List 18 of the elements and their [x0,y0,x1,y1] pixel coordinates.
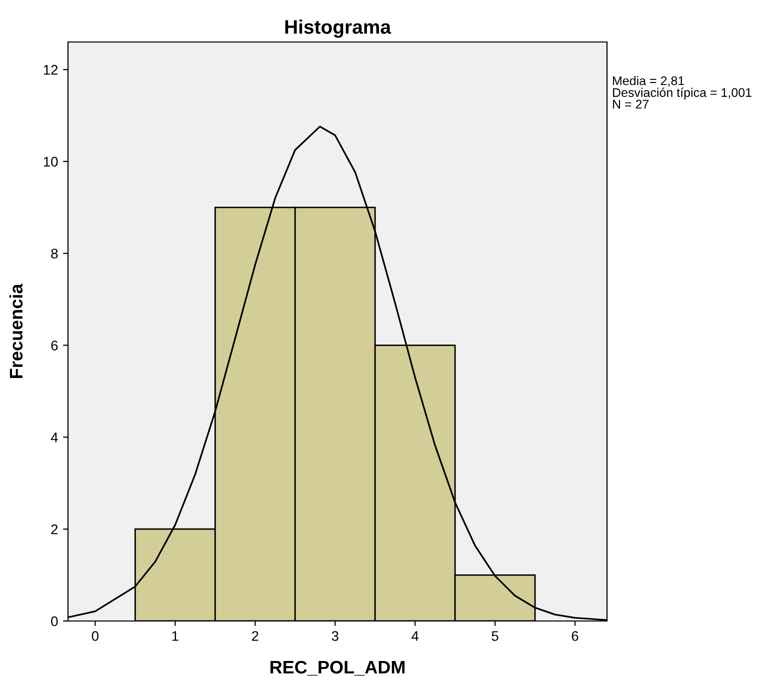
x-tick-label: 4 [412,631,419,641]
chart-title: Histograma [285,20,392,38]
y-axis-title: Frecuencia [9,284,23,378]
x-tick-label: 2 [252,631,258,641]
y-tick-label: 12 [44,64,58,75]
x-tick-label: 3 [332,631,338,641]
y-tick-label: 8 [51,248,58,259]
x-axis-title: REC_POL_ADM [270,660,405,676]
y-tick-label: 10 [44,156,58,167]
text: Media = 2,81 Desviación típica = 1,001 N = 27 [613,76,752,109]
x-tick-label: 6 [572,631,578,641]
x-tick-label: 0 [92,631,99,641]
y-tick-label: 6 [51,340,58,350]
y-tick-label: 4 [50,432,58,442]
x-tick-label: 5 [492,631,498,641]
x-tick-label: 1 [172,631,178,641]
y-tick-label: 0 [51,616,58,626]
y-tick-label: 2 [51,524,58,534]
